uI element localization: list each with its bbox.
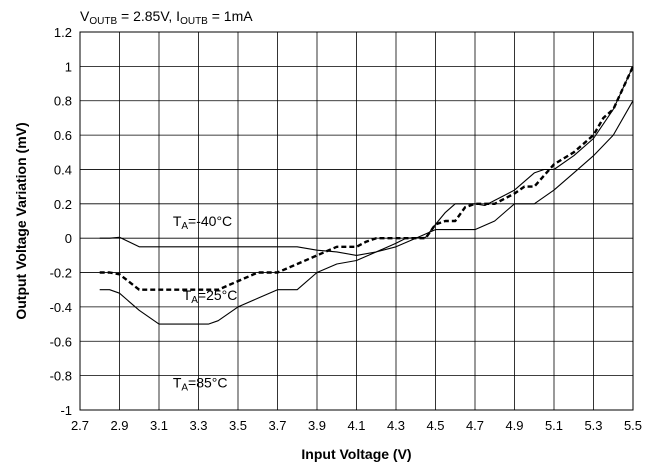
series-annotations: TA=-40°CTA=25°CTA=85°C [173,213,238,394]
y-tick-label-0: -1 [60,403,72,418]
x-tick-label-10: 4.7 [466,418,484,433]
series-label-sub-1: A [191,295,198,306]
x-tick-labels: 2.7 2.9 3.1 3.3 3.5 3.7 3.9 4.1 4.3 4.5 4.7 4.9 5.1 5… [71,418,642,433]
series-label-sub-0: A [181,221,188,232]
condition-label: VOUTB = 2.85V, IOUTB = 1mA [80,8,253,27]
condition-i-prefix: I [176,8,180,24]
y-tick-label-3: -0.4 [50,300,72,315]
y-tick-label-6: 0.2 [54,197,72,212]
series-line-1 [99,65,635,291]
x-tick-label-2: 3.1 [150,418,168,433]
y-tick-label-10: 1 [65,59,72,74]
condition-v-value: = 2.85V, [117,8,176,24]
x-tick-label-8: 4.3 [387,418,405,433]
series-label-main-1: T [183,287,192,303]
y-tick-label-7: 0.4 [54,162,72,177]
condition-i-sub: OUTB [180,16,208,27]
x-tick-label-9: 4.5 [426,418,444,433]
series-label-0: TA=-40°C [173,213,232,232]
series-line-0 [99,66,634,256]
series-layer [99,65,635,325]
series-label-2: TA=85°C [173,375,228,394]
y-tick-label-1: -0.8 [50,369,72,384]
condition-v-prefix: V [80,8,90,24]
condition-i-value: = 1mA [208,8,253,24]
series-label-1: TA=25°C [183,287,238,306]
plot-frame [79,31,634,411]
series-label-rest-1: =25°C [198,287,237,303]
series-label-main-2: T [173,375,182,391]
series-label-main-0: T [173,213,182,229]
x-tick-label-1: 2.9 [110,418,128,433]
y-tick-labels: -1 -0.8 -0.6 -0.4 -0.2 0 0.2 0.4 0.6 0.8 1 1.2 [50,25,72,418]
y-tick-label-8: 0.6 [54,128,72,143]
series-label-rest-0: =-40°C [188,213,232,229]
x-tick-label-11: 4.9 [505,418,523,433]
x-tick-label-3: 3.3 [189,418,207,433]
x-tick-label-0: 2.7 [71,418,89,433]
y-tick-label-11: 1.2 [54,25,72,40]
y-axis-title: Output Voltage Variation (mV) [13,122,29,319]
x-tick-label-7: 4.1 [347,418,365,433]
series-line-2 [99,100,634,325]
series-label-sub-2: A [181,383,188,394]
x-tick-label-14: 5.5 [624,418,642,433]
x-tick-label-12: 5.1 [545,418,563,433]
x-tick-label-4: 3.5 [229,418,247,433]
grid [79,31,634,411]
x-axis-title: Input Voltage (V) [301,446,411,462]
series-label-rest-2: =85°C [188,375,227,391]
y-tick-label-5: 0 [65,231,72,246]
x-tick-label-5: 3.7 [268,418,286,433]
y-tick-label-4: -0.2 [50,266,72,281]
y-tick-label-2: -0.6 [50,334,72,349]
condition-v-sub: OUTB [89,16,117,27]
x-tick-label-13: 5.3 [584,418,602,433]
y-tick-label-9: 0.8 [54,94,72,109]
x-tick-label-6: 3.9 [308,418,326,433]
